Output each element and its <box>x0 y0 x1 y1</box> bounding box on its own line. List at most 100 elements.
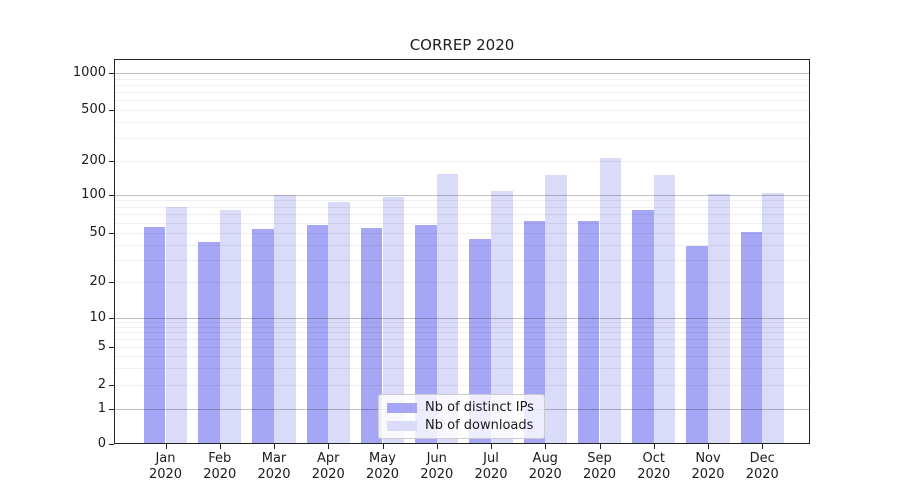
bar-distinct-ips <box>686 246 708 444</box>
x-tick-label: Jun 2020 <box>420 451 454 482</box>
minor-gridline <box>114 326 810 328</box>
minor-gridline <box>114 260 810 262</box>
y-tick-label: 200 <box>81 152 106 168</box>
x-tick-label: Aug 2020 <box>528 451 562 482</box>
minor-gridline <box>114 122 810 124</box>
legend-label-distinct-ips: Nb of distinct IPs <box>425 400 534 415</box>
major-gridline <box>114 73 810 74</box>
x-tick-mark <box>436 444 438 449</box>
y-tick-mark <box>109 408 114 410</box>
bar-downloads <box>653 174 676 444</box>
bars-layer <box>114 59 810 444</box>
bar-downloads <box>274 194 296 444</box>
y-tick-mark <box>109 73 114 74</box>
x-tick-mark <box>382 444 384 449</box>
bar-distinct-ips <box>577 221 600 444</box>
x-tick-mark <box>491 444 492 449</box>
bar-distinct-ips <box>143 226 166 444</box>
minor-gridline <box>114 346 810 348</box>
major-gridline <box>114 317 810 319</box>
y-tick-label: 0 <box>97 436 106 451</box>
bar-distinct-ips <box>469 238 491 444</box>
bar-downloads <box>165 206 188 444</box>
y-tick-label: 10 <box>89 309 106 325</box>
bar-distinct-ips <box>198 242 220 444</box>
y-tick-mark <box>109 194 114 196</box>
chart-title: CORREP 2020 <box>409 36 515 54</box>
bar-distinct-ips <box>632 210 654 444</box>
x-tick-mark <box>328 444 330 449</box>
x-tick-mark <box>545 444 547 449</box>
y-tick-label: 50 <box>89 225 106 240</box>
x-tick-mark <box>219 444 221 449</box>
minor-gridline <box>114 100 810 102</box>
minor-gridline <box>114 244 810 246</box>
minor-gridline <box>114 160 810 162</box>
bar-distinct-ips <box>306 224 329 444</box>
minor-gridline <box>114 282 810 283</box>
bar-downloads <box>382 197 405 444</box>
y-tick-mark <box>109 385 114 386</box>
x-tick-mark <box>274 444 275 449</box>
bar-downloads <box>491 190 513 444</box>
legend-item-downloads: Nb of downloads <box>387 418 534 433</box>
legend-swatch-distinct-ips <box>387 402 417 413</box>
x-tick-label: Dec 2020 <box>745 451 779 482</box>
bar-downloads <box>436 173 459 444</box>
x-tick-mark <box>653 444 655 449</box>
x-tick-label: Jan 2020 <box>148 451 183 482</box>
y-tick-label: 1000 <box>72 65 106 80</box>
x-tick-mark <box>708 444 709 449</box>
x-tick-label: May 2020 <box>365 451 400 482</box>
legend-swatch-downloads <box>387 420 417 431</box>
y-tick-mark <box>109 160 114 162</box>
x-tick-mark <box>599 444 601 449</box>
x-tick-label: Mar 2020 <box>257 451 291 482</box>
minor-gridline <box>114 233 810 234</box>
minor-gridline <box>114 78 810 80</box>
minor-gridline <box>114 84 810 86</box>
minor-gridline <box>114 110 810 111</box>
bar-downloads <box>708 194 730 444</box>
x-tick-label: Nov 2020 <box>691 451 725 482</box>
legend-item-distinct-ips: Nb of distinct IPs <box>387 400 534 415</box>
bar-downloads <box>545 174 567 444</box>
legend: Nb of distinct IPs Nb of downloads <box>378 394 545 439</box>
y-tick-mark <box>109 346 114 348</box>
minor-gridline <box>114 222 810 224</box>
y-tick-mark <box>109 282 114 283</box>
y-tick-label: 5 <box>97 338 106 354</box>
y-tick-label: 1 <box>97 400 106 416</box>
minor-gridline <box>114 200 810 202</box>
minor-gridline <box>114 355 810 357</box>
minor-gridline <box>114 367 810 369</box>
minor-gridline <box>114 206 810 208</box>
bar-downloads <box>599 157 622 444</box>
y-tick-label: 20 <box>89 274 106 289</box>
minor-gridline <box>114 385 810 386</box>
minor-gridline <box>114 338 810 340</box>
y-tick-label: 2 <box>97 377 106 392</box>
bar-distinct-ips <box>523 221 546 444</box>
x-tick-label: Sep 2020 <box>582 451 617 482</box>
y-tick-mark <box>109 233 114 234</box>
x-tick-mark <box>165 444 167 449</box>
bar-distinct-ips <box>740 231 763 444</box>
x-tick-label: Jul 2020 <box>474 451 508 482</box>
y-tick-mark <box>109 444 114 445</box>
y-tick-label: 500 <box>81 102 106 117</box>
gridlines-layer <box>114 59 810 444</box>
minor-gridline <box>114 332 810 334</box>
minor-gridline <box>114 92 810 94</box>
minor-gridline <box>114 214 810 216</box>
x-tick-mark <box>762 444 764 449</box>
minor-gridline <box>114 138 810 140</box>
bar-downloads <box>219 209 242 444</box>
bar-distinct-ips <box>415 224 437 444</box>
plot-area: Nb of distinct IPs Nb of downloads <box>114 59 810 444</box>
y-tick-mark <box>109 110 114 111</box>
x-tick-label: Feb 2020 <box>203 451 237 482</box>
y-tick-label: 100 <box>81 186 106 202</box>
bar-downloads <box>762 193 784 444</box>
